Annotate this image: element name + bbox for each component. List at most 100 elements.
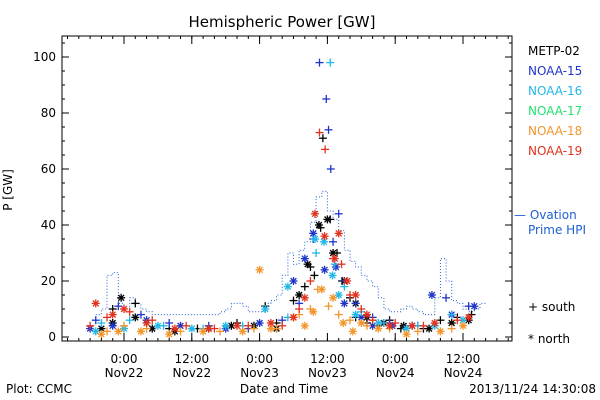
south-point (114, 302, 123, 311)
chart-title: Hemispheric Power [GW] (189, 13, 376, 31)
south-point (278, 321, 287, 330)
south-point (453, 316, 462, 325)
south-point (357, 305, 366, 313)
north-point (323, 215, 332, 224)
north-point (199, 327, 208, 336)
south-point (249, 324, 258, 333)
north-point (464, 313, 473, 322)
south-point (368, 316, 377, 325)
legend-entry: NOAA-15 (528, 64, 582, 78)
south-point (447, 324, 456, 333)
marker-legend: * north (528, 332, 570, 346)
x-tick-time: 0:00 (246, 352, 273, 366)
south-point (244, 321, 253, 330)
north-point (320, 265, 329, 274)
north-point (120, 305, 128, 313)
south-point (300, 282, 309, 291)
south-point (182, 321, 191, 330)
north-point (385, 321, 394, 330)
y-axis-label: P [GW] (1, 169, 15, 211)
legend-entry: NOAA-19 (528, 144, 582, 158)
south-point (326, 165, 335, 173)
north-point (255, 265, 264, 274)
south-point (120, 321, 128, 330)
south-point (103, 313, 112, 322)
legend-entry: NOAA-16 (528, 84, 582, 98)
north-point (351, 291, 360, 299)
north-point (153, 321, 162, 330)
north-point (283, 282, 292, 291)
x-tick-time: 12:00 (310, 352, 345, 366)
north-point (233, 321, 241, 330)
north-point (374, 324, 383, 333)
north-point (459, 321, 467, 330)
south-point (334, 310, 343, 319)
north-point (340, 299, 349, 308)
south-point (419, 321, 428, 330)
north-point (261, 305, 270, 313)
y-tick-label: 0 (48, 330, 56, 344)
north-point (131, 313, 140, 322)
x-tick-date: Nov23 (240, 366, 279, 380)
north-point (329, 293, 338, 302)
x-tick-time: 12:00 (175, 352, 210, 366)
north-point (309, 307, 318, 316)
south-point (324, 125, 333, 134)
y-tick-label: 60 (41, 162, 56, 176)
north-point (295, 291, 304, 299)
north-point (300, 293, 309, 302)
x-tick-time: 0:00 (382, 352, 409, 366)
x-tick-time: 0:00 (111, 352, 138, 366)
south-point (91, 316, 100, 325)
north-point (343, 277, 352, 285)
y-tick-label: 100 (33, 50, 56, 64)
north-point (470, 302, 479, 311)
south-point (322, 95, 331, 103)
north-point (310, 235, 319, 243)
south-point (103, 327, 112, 336)
north-point (362, 310, 371, 319)
south-point (391, 319, 400, 327)
y-tick-label: 20 (41, 274, 56, 288)
south-point (337, 260, 346, 269)
y-tick-label: 40 (41, 218, 56, 232)
north-point (314, 221, 323, 229)
north-point (357, 319, 366, 327)
south-point (312, 249, 321, 257)
model-legend-label: — Ovation Prime HPI (514, 208, 586, 237)
x-tick-date: Nov24 (444, 366, 483, 380)
south-point (136, 310, 145, 319)
ovation-model-series (95, 190, 486, 316)
south-point (321, 145, 330, 154)
south-point (310, 271, 319, 280)
north-point (330, 254, 339, 263)
south-point (315, 58, 324, 67)
north-point (328, 271, 337, 280)
south-point (326, 58, 335, 67)
plot-credit: Plot: CCMC (6, 382, 72, 396)
north-point (351, 310, 360, 319)
south-point (86, 321, 95, 330)
south-point (334, 209, 343, 218)
north-point (436, 327, 445, 336)
x-axis-label: Date and Time (240, 382, 328, 396)
legend-entry: METP-02 (528, 44, 580, 58)
south-point (289, 296, 298, 305)
north-point (108, 321, 117, 330)
south-point (436, 316, 445, 325)
north-point (91, 299, 100, 308)
north-point (238, 327, 247, 336)
south-point (315, 128, 324, 137)
north-point (117, 293, 126, 302)
y-tick-label: 80 (41, 106, 56, 120)
south-point (324, 302, 333, 311)
north-point (300, 254, 309, 263)
north-point (97, 330, 106, 339)
north-point (459, 316, 467, 325)
north-point (320, 237, 329, 246)
south-point (97, 319, 106, 327)
south-point (442, 293, 451, 302)
north-point (310, 209, 319, 218)
